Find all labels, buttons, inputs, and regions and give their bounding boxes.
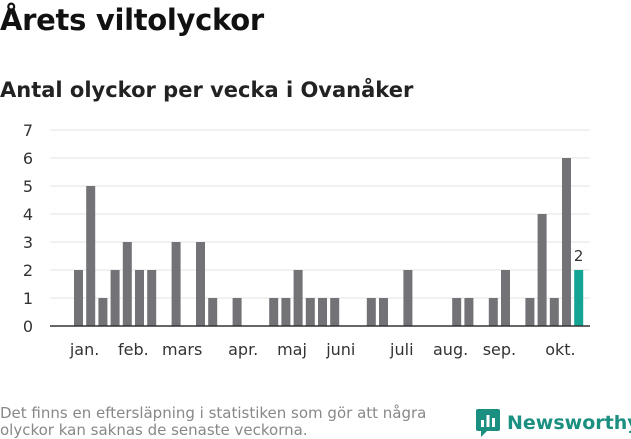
bar bbox=[122, 242, 132, 326]
bar bbox=[318, 298, 327, 326]
bar bbox=[232, 298, 242, 326]
bar bbox=[269, 298, 279, 326]
data-label: 2 bbox=[574, 247, 584, 265]
bar bbox=[525, 298, 535, 326]
bar bbox=[98, 298, 108, 326]
chart-title: Årets viltolyckor bbox=[0, 3, 264, 37]
x-tick-label: aug. bbox=[433, 340, 468, 359]
bar bbox=[330, 298, 340, 326]
y-tick-label: 3 bbox=[23, 233, 33, 252]
y-tick-label: 1 bbox=[23, 289, 33, 308]
bar bbox=[488, 298, 498, 326]
bar bbox=[171, 242, 181, 326]
bar bbox=[562, 158, 571, 326]
x-tick-label: juli bbox=[389, 340, 413, 359]
footnote: Det finns en eftersläpning i statistiken… bbox=[0, 405, 470, 439]
x-tick-label: juni bbox=[325, 340, 355, 359]
newsworthy-logo-icon bbox=[476, 409, 500, 437]
bar bbox=[147, 270, 157, 326]
bar bbox=[366, 298, 376, 326]
bar bbox=[293, 270, 303, 326]
bar bbox=[208, 298, 218, 326]
y-tick-label: 2 bbox=[23, 261, 33, 280]
bar bbox=[379, 298, 388, 326]
x-tick-label: feb. bbox=[118, 340, 149, 359]
x-tick-label: apr. bbox=[228, 340, 258, 359]
bar bbox=[135, 270, 144, 326]
x-tick-label: mars bbox=[162, 340, 202, 359]
bar bbox=[281, 298, 291, 326]
brand-logo[interactable]: Newsworthy bbox=[475, 408, 631, 438]
x-tick-label: sep. bbox=[483, 340, 516, 359]
brand-name: Newsworthy bbox=[507, 412, 631, 434]
bar bbox=[196, 242, 205, 326]
y-tick-label: 4 bbox=[23, 205, 33, 224]
bar bbox=[305, 298, 315, 326]
bar bbox=[501, 270, 510, 326]
bar bbox=[86, 186, 96, 326]
bar bbox=[464, 298, 474, 326]
chart-subtitle: Antal olyckor per vecka i Ovanåker bbox=[0, 78, 414, 102]
bar bbox=[403, 270, 413, 326]
x-tick-label: jan. bbox=[69, 340, 99, 359]
bar bbox=[74, 270, 83, 326]
x-tick-label: maj bbox=[277, 340, 307, 359]
footnote-line-1: Det finns en eftersläpning i statistiken… bbox=[0, 404, 427, 422]
bar bbox=[110, 270, 120, 326]
footnote-line-2: olyckor kan saknas de senaste veckorna. bbox=[0, 421, 308, 439]
y-tick-label: 0 bbox=[23, 317, 33, 336]
x-tick-label: okt. bbox=[545, 340, 575, 359]
y-tick-label: 7 bbox=[23, 121, 33, 140]
bar bbox=[452, 298, 462, 326]
bar bbox=[549, 298, 559, 326]
bar-highlight bbox=[574, 270, 584, 326]
bar-chart: 0 1 2 3 4 5 6 7 2 jan. feb. mars apr. maj juni juli aug.… bbox=[23, 121, 590, 359]
bar bbox=[537, 214, 547, 326]
y-tick-label: 6 bbox=[23, 149, 33, 168]
y-tick-label: 5 bbox=[23, 177, 33, 196]
